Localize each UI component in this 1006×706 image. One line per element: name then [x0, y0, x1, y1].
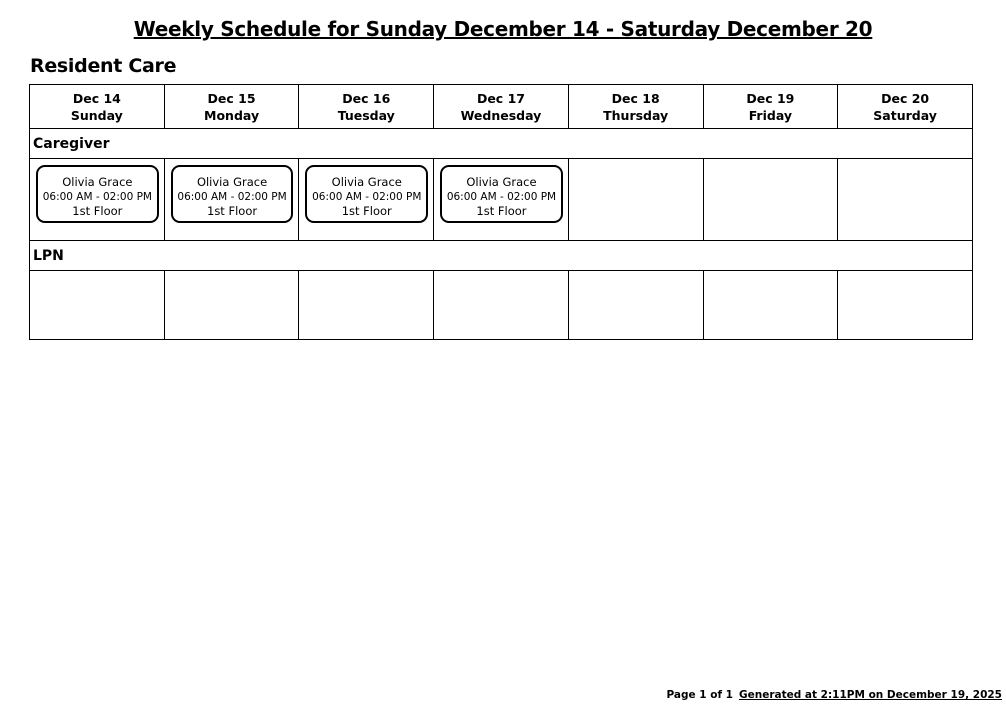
day-date: Dec 15	[207, 90, 256, 106]
staff-name: Olivia Grace	[466, 175, 537, 189]
shift-time: 06:00 AM - 02:00 PM	[446, 190, 557, 203]
shift-location: 1st Floor	[207, 204, 258, 218]
shift-location: 1st Floor	[72, 204, 123, 218]
shift-card: Olivia Grace 06:00 AM - 02:00 PM 1st Floor	[36, 165, 159, 223]
shift-cell	[433, 270, 569, 340]
day-header: Dec 20 Saturday	[837, 84, 973, 129]
day-date: Dec 14	[72, 90, 121, 106]
day-header: Dec 18 Thursday	[567, 84, 704, 129]
section-title: Resident Care	[30, 55, 177, 77]
staff-name: Olivia Grace	[331, 175, 402, 189]
shift-cell: Olivia Grace 06:00 AM - 02:00 PM 1st Floor	[433, 158, 569, 241]
title: Weekly Schedule for Sunday December 14 -…	[133, 17, 873, 41]
shift-cell: Olivia Grace 06:00 AM - 02:00 PM 1st Floor	[29, 158, 165, 241]
day-weekday: Wednesday	[460, 107, 542, 123]
day-header: Dec 14 Sunday	[29, 84, 165, 129]
shift-cell	[702, 270, 839, 340]
shift-time: 06:00 AM - 02:00 PM	[177, 190, 287, 203]
shift-cell	[837, 270, 973, 340]
shift-cell	[298, 270, 435, 340]
day-weekday: Friday	[748, 107, 793, 123]
staff-name: Olivia Grace	[196, 175, 268, 189]
header-row: Dec 14 Sunday Dec 15 Monday Dec 16 Tuesday Dec…	[29, 84, 973, 129]
day-weekday: Monday	[204, 107, 260, 123]
day-date: Dec 18	[611, 90, 660, 106]
shift-cell	[29, 270, 165, 340]
shift-card: Olivia Grace 06:00 AM - 02:00 PM 1st Floor	[305, 165, 429, 223]
schedule-table: Dec 14 Sunday Dec 15 Monday Dec 16 Tuesday Dec…	[29, 84, 973, 340]
day-header: Dec 17 Wednesday	[433, 84, 569, 129]
shift-cell	[837, 158, 973, 241]
group-name: Caregiver	[29, 128, 973, 159]
page-number: Page 1 of 1	[666, 689, 733, 701]
day-date: Dec 19	[746, 90, 795, 106]
generated-at: Generated at 2:11PM on December 19, 2025	[738, 689, 1002, 701]
shift-cell	[567, 158, 704, 241]
shift-cell: Olivia Grace 06:00 AM - 02:00 PM 1st Floor	[163, 158, 300, 241]
group-row: Caregiver	[29, 128, 973, 159]
day-date: Dec 16	[342, 90, 391, 106]
day-header: Dec 19 Friday	[702, 84, 839, 129]
day-weekday: Tuesday	[337, 107, 395, 123]
day-header: Dec 15 Monday	[163, 84, 300, 129]
day-header: Dec 16 Tuesday	[298, 84, 435, 129]
shift-cell: Olivia Grace 06:00 AM - 02:00 PM 1st Floor	[298, 158, 435, 241]
shift-row: Olivia Grace 06:00 AM - 02:00 PM 1st Floor…	[29, 158, 973, 241]
shift-location: 1st Floor	[476, 204, 527, 218]
day-weekday: Saturday	[873, 107, 937, 123]
group-row: LPN	[29, 240, 973, 271]
shift-cell	[702, 158, 839, 241]
footer: Page 1 of 1 Generated at 2:11PM on Decemb…	[666, 689, 1002, 701]
shift-time: 06:00 AM - 02:00 PM	[42, 190, 152, 203]
day-date: Dec 17	[476, 90, 525, 106]
shift-card: Olivia Grace 06:00 AM - 02:00 PM 1st Floor	[170, 165, 294, 223]
shift-card: Olivia Grace 06:00 AM - 02:00 PM 1st Floor	[440, 165, 563, 223]
day-weekday: Sunday	[70, 107, 123, 123]
shift-cell	[567, 270, 704, 340]
shift-location: 1st Floor	[341, 204, 392, 218]
shift-time: 06:00 AM - 02:00 PM	[312, 190, 422, 203]
shift-cell	[163, 270, 300, 340]
group-name: LPN	[29, 240, 973, 271]
staff-name: Olivia Grace	[62, 175, 133, 189]
day-date: Dec 20	[881, 90, 930, 106]
shift-row	[29, 270, 973, 340]
day-weekday: Thursday	[603, 107, 669, 123]
